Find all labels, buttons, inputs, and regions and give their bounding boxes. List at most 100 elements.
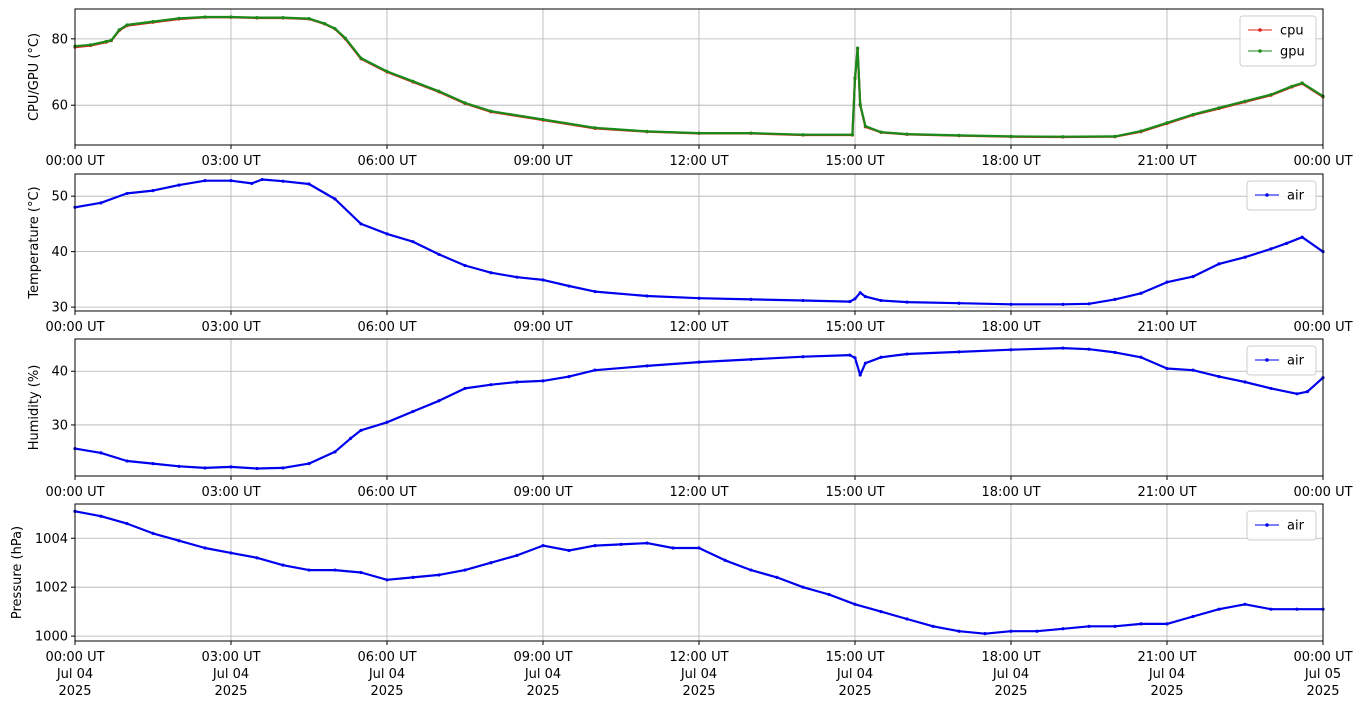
data-point-air — [349, 436, 353, 440]
data-point-gpu — [1009, 134, 1013, 138]
data-point-air — [151, 531, 155, 535]
data-point-air — [359, 428, 363, 432]
data-point-gpu — [1139, 129, 1143, 133]
data-point-air — [515, 380, 519, 384]
data-point-air — [1139, 355, 1143, 359]
chart-panel-4: 1000 1002 1004 00:00 UT Jul 04 2025 03:00 UT Ju… — [10, 503, 1353, 699]
x-tick-label: 00:00 UT — [45, 154, 104, 169]
data-point-air — [99, 514, 103, 518]
x-tick-label: 09:00 UT — [513, 320, 572, 335]
x-tick-year-label: 2025 — [1150, 684, 1183, 699]
x-tick-year-label: 2025 — [1306, 684, 1339, 699]
data-point-air — [333, 197, 337, 201]
x-tick-date-label: Jul 04 — [836, 667, 873, 682]
data-point-air — [1061, 627, 1065, 631]
data-point-air — [489, 383, 493, 387]
legend-swatch-marker — [1265, 358, 1269, 362]
data-point-air — [1113, 350, 1117, 355]
data-point-air — [697, 546, 701, 550]
data-point-air — [1295, 392, 1299, 396]
data-point-air — [593, 289, 597, 294]
data-point-gpu — [229, 15, 233, 19]
data-point-air — [567, 284, 571, 288]
data-point-air — [177, 539, 181, 543]
data-point-air — [255, 556, 259, 560]
data-point-air — [385, 420, 389, 424]
x-tick-year-label: 2025 — [838, 684, 871, 699]
data-point-gpu — [801, 133, 805, 137]
data-point-air — [858, 373, 862, 377]
y-tick-label: 30 — [51, 301, 68, 316]
legend: air — [1246, 510, 1317, 541]
legend: air — [1246, 345, 1317, 376]
data-point-gpu — [593, 126, 597, 130]
data-point-gpu — [1269, 92, 1273, 97]
x-tick-label: 03:00 UT — [201, 154, 260, 169]
data-point-air — [619, 542, 623, 546]
data-point-air — [541, 379, 545, 383]
data-point-gpu — [1290, 84, 1294, 88]
data-point-air — [1243, 602, 1247, 606]
data-point-air — [99, 201, 103, 205]
data-point-air — [593, 368, 597, 372]
data-point-air — [931, 624, 935, 628]
data-point-air — [905, 300, 909, 304]
x-tick-label: 03:00 UT — [201, 650, 260, 665]
data-point-air — [125, 191, 129, 196]
data-point-air — [1087, 302, 1091, 306]
data-point-air — [1269, 607, 1273, 611]
y-axis-label: Temperature (°C) — [27, 186, 42, 299]
data-point-gpu — [856, 46, 860, 50]
data-point-gpu — [89, 43, 93, 47]
data-point-air — [567, 375, 571, 379]
y-tick-label: 60 — [51, 99, 68, 114]
data-point-air — [863, 361, 868, 365]
legend: air — [1246, 180, 1317, 211]
y-tick-label: 1002 — [35, 581, 68, 596]
data-point-gpu — [203, 15, 207, 19]
data-point-gpu — [697, 131, 701, 135]
x-tick-date-label: Jul 04 — [1148, 667, 1185, 682]
data-point-air — [1269, 247, 1273, 251]
data-point-air — [1191, 275, 1195, 279]
data-point-gpu — [850, 133, 855, 137]
legend-swatch-marker — [1265, 523, 1269, 527]
data-point-air — [385, 232, 389, 236]
x-tick-label: 15:00 UT — [825, 650, 884, 665]
data-point-air — [905, 352, 909, 356]
data-point-air — [437, 399, 441, 403]
data-point-air — [411, 409, 415, 414]
legend-swatch-marker — [1258, 28, 1262, 32]
y-tick-label: 30 — [51, 418, 68, 433]
data-point-gpu — [645, 129, 649, 133]
data-point-air — [801, 585, 805, 589]
data-point-air — [250, 181, 254, 186]
data-point-air — [827, 592, 831, 597]
x-tick-label: 00:00 UT — [1293, 154, 1352, 169]
data-point-gpu — [411, 79, 415, 83]
data-point-air — [1269, 386, 1273, 391]
y-tick-label: 1000 — [35, 630, 68, 645]
legend-box — [1239, 15, 1317, 67]
data-point-air — [853, 602, 857, 606]
y-tick-label: 80 — [51, 32, 68, 47]
x-tick-label: 00:00 UT — [1293, 485, 1352, 500]
x-tick-date-label: Jul 04 — [680, 667, 717, 682]
data-point-gpu — [1165, 121, 1169, 125]
x-tick-date-label: Jul 05 — [1304, 667, 1341, 682]
data-point-gpu — [104, 39, 108, 44]
data-point-air — [645, 541, 649, 545]
legend-swatch-marker — [1258, 49, 1262, 53]
data-point-air — [125, 521, 129, 526]
data-point-air — [463, 568, 467, 572]
data-point-air — [801, 298, 805, 303]
data-point-air — [359, 570, 363, 575]
data-point-air — [879, 610, 883, 614]
data-point-gpu — [117, 28, 121, 32]
data-point-air — [151, 189, 155, 193]
data-point-gpu — [489, 109, 493, 113]
x-tick-year-label: 2025 — [526, 684, 559, 699]
legend-swatch-marker — [1265, 193, 1269, 197]
data-point-air — [1300, 235, 1304, 239]
